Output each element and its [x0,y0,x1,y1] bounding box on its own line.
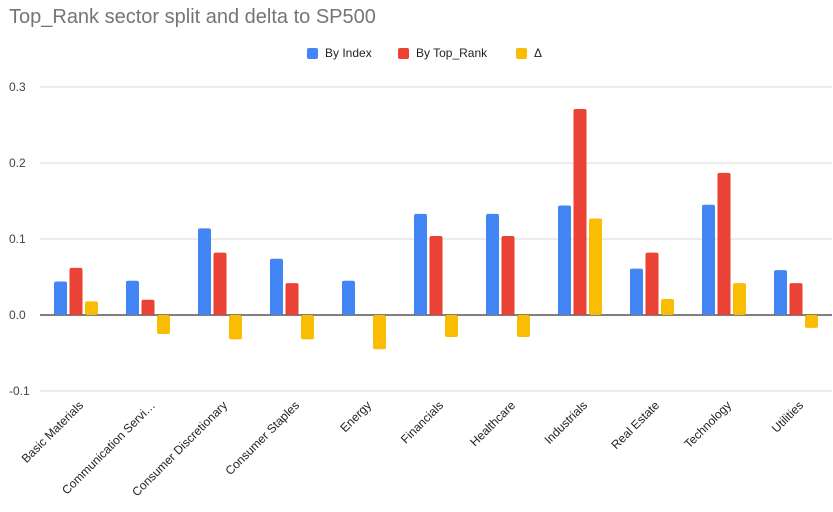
bar [213,252,227,315]
x-category-label: Energy [337,398,374,435]
y-tick-label: -0.1 [9,384,30,398]
bar [157,315,170,334]
bar [702,204,715,315]
bar [445,315,458,338]
y-tick-label: 0.3 [9,80,26,94]
y-tick-label: 0.0 [9,308,26,322]
bar [645,252,659,315]
bar [589,218,602,315]
x-category-label: Financials [398,398,446,446]
legend-item-by-top-rank[interactable]: By Top_Rank [398,46,487,60]
bar [301,315,314,340]
bar [141,299,155,315]
bar [342,280,355,315]
bar [573,109,587,315]
bar [69,267,83,315]
bar [630,268,643,315]
bar [198,228,211,315]
bar [517,315,530,338]
legend: By Index By Top_Rank Δ [0,46,833,64]
bar [774,270,787,315]
x-category-label: Utilities [769,398,806,435]
bar [661,299,674,315]
bar [85,301,98,315]
legend-swatch-by-top-rank [398,47,409,59]
x-category-label: Consumer Staples [222,398,302,478]
x-category-label: Basic Materials [19,398,86,465]
bar [486,213,499,315]
bar [789,283,803,315]
legend-label-delta: Δ [534,46,543,60]
x-category-label: Industrials [542,398,591,447]
bar [373,315,386,350]
y-tick-label: 0.2 [9,156,26,170]
bar [229,315,242,340]
x-category-label: Technology [681,398,734,451]
legend-swatch-delta [516,47,527,59]
legend-item-delta[interactable]: Δ [516,46,542,60]
bar [733,283,746,315]
x-category-label: Healthcare [467,398,518,449]
legend-label-by-index: By Index [325,46,372,60]
bar [270,258,283,315]
bar [717,172,731,315]
bar [501,235,515,315]
bar [805,315,818,328]
legend-item-by-index[interactable]: By Index [307,46,372,60]
bar [54,281,67,315]
legend-label-by-top-rank: By Top_Rank [416,46,488,60]
bar [285,283,299,315]
bar [126,280,139,315]
y-tick-label: 0.1 [9,232,26,246]
legend-swatch-by-index [307,47,318,59]
bar [429,235,443,315]
bar [414,213,427,315]
x-category-label: Real Estate [608,398,662,452]
bar [558,205,571,315]
chart-title: Top_Rank sector split and delta to SP500 [9,6,376,28]
